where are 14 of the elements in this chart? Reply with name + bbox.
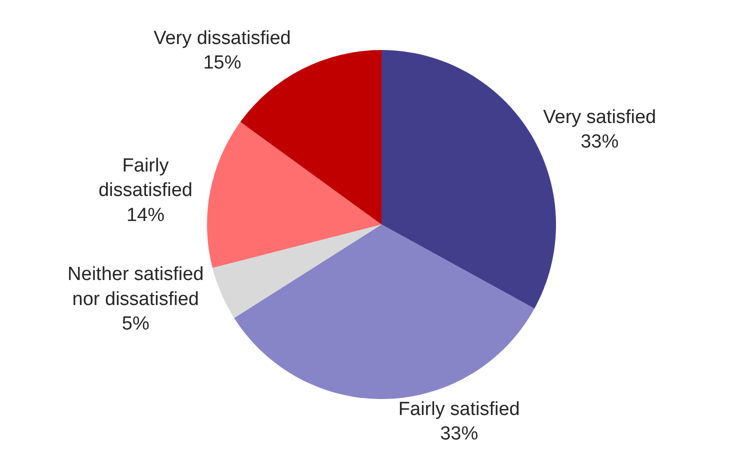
data-label: 33%: [580, 132, 619, 153]
slice-label: Very satisfied: [543, 106, 656, 128]
pie-slice: [234, 224, 534, 399]
slice-label: Fairly dissatisfied: [98, 155, 192, 202]
pie-slice: [207, 122, 382, 268]
data-label: 14%: [126, 204, 165, 226]
slice-label: Neither satisfied nor dissatisfied: [68, 264, 204, 310]
data-label: 33%: [440, 424, 478, 445]
data-label: 5%: [122, 314, 150, 335]
slice-label: Fairly satisfied: [398, 398, 520, 420]
slice-label: Very dissatisfied: [154, 28, 291, 50]
data-label: 15%: [203, 52, 242, 74]
pie-slice: [212, 224, 382, 318]
pie-slice: [240, 50, 382, 224]
